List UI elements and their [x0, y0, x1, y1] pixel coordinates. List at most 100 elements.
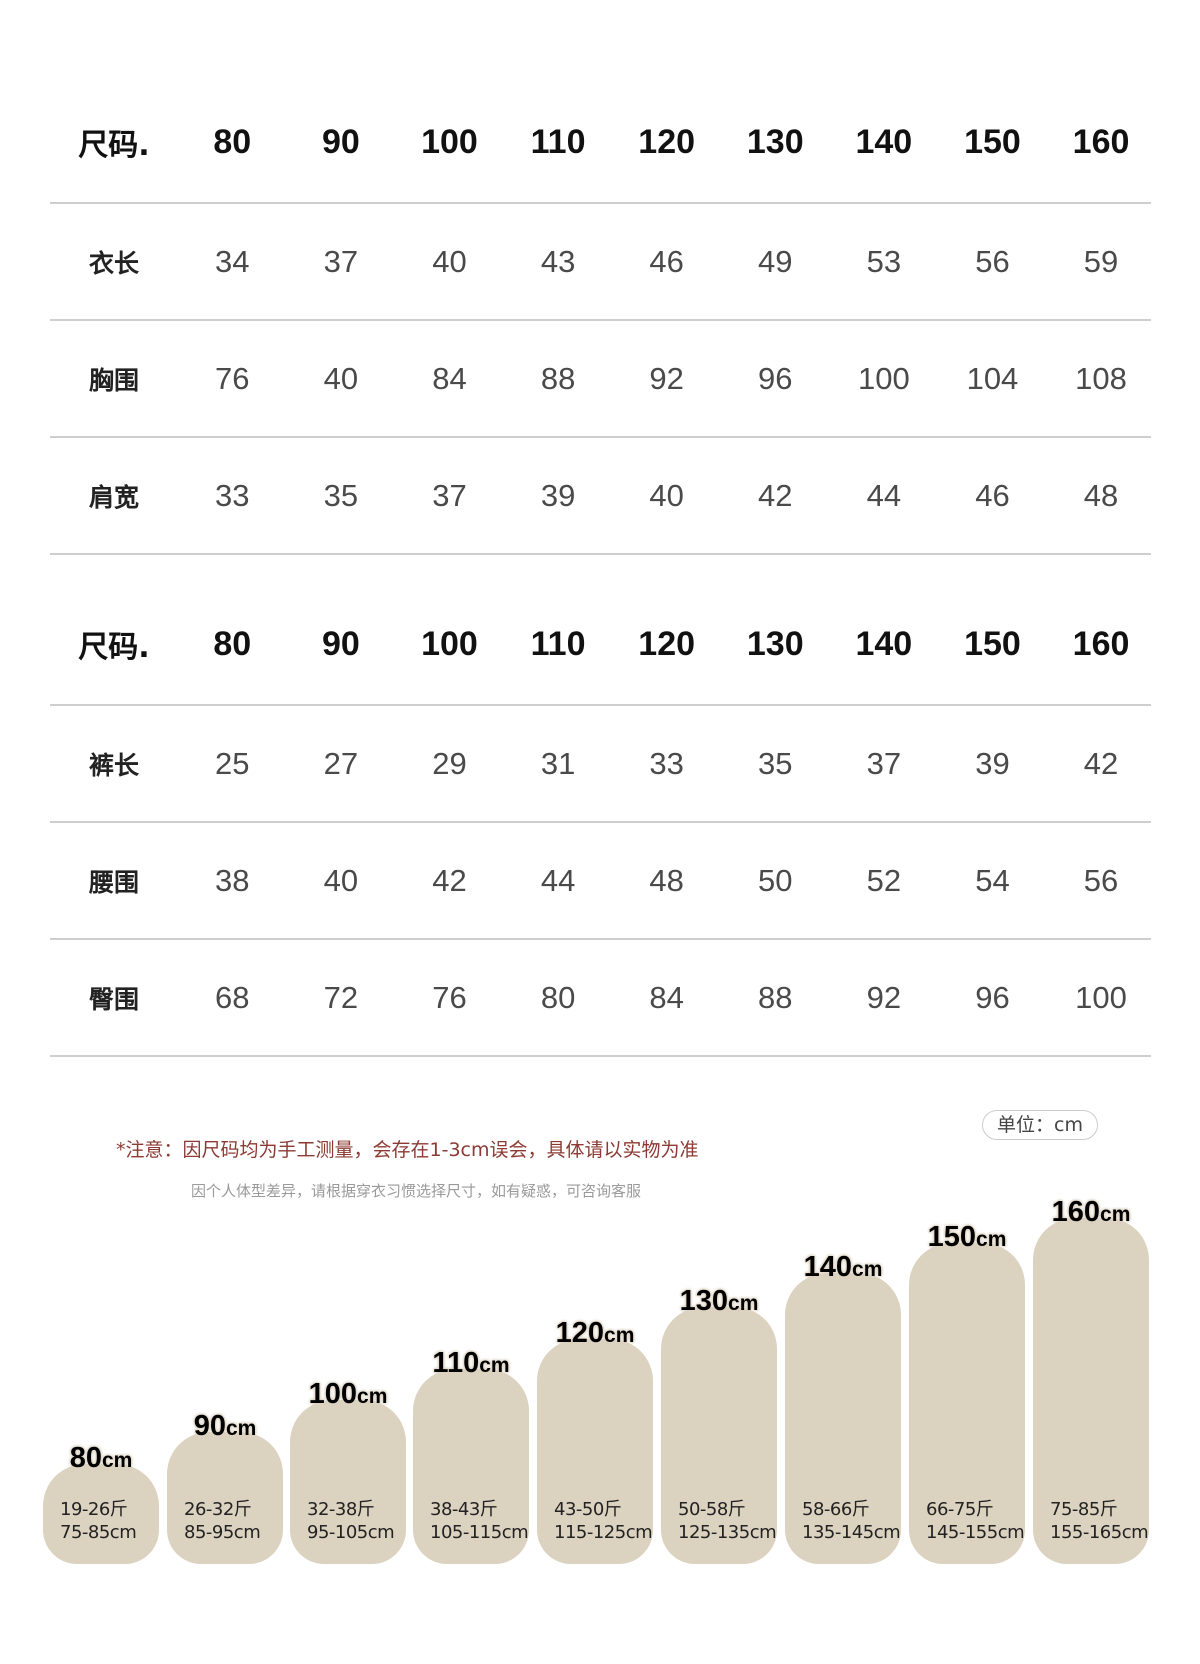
row-label: 肩宽 — [88, 482, 139, 512]
size-bar: 130cm 50-58斤 125-135cm — [661, 1285, 777, 1564]
bar-size-unit: cm — [225, 1417, 257, 1440]
measurement-value: 49 — [758, 243, 793, 279]
bar-size-label: 80cm — [43, 1442, 159, 1475]
measurement-value: 52 — [866, 862, 902, 898]
bar-size-label: 140cm — [785, 1251, 901, 1284]
size-bar: 110cm 38-43斤 105-115cm — [413, 1347, 529, 1564]
measurement-value: 34 — [215, 243, 250, 279]
row-label: 衣长 — [88, 248, 139, 278]
measurement-value: 100 — [1075, 979, 1127, 1015]
measurement-value: 80 — [540, 979, 576, 1015]
measurement-value: 40 — [649, 477, 684, 513]
measurement-value: 40 — [323, 360, 359, 396]
bar-size-unit: cm — [976, 1228, 1007, 1251]
measurement-value: 76 — [215, 360, 250, 396]
measurement-value: 44 — [540, 862, 576, 898]
bar-size-unit: cm — [728, 1292, 759, 1315]
unit-badge: 单位：cm — [982, 1110, 1098, 1140]
size-bar: 80cm 19-26斤 75-85cm — [43, 1442, 159, 1564]
measurement-value: 96 — [975, 979, 1010, 1015]
measurement-value: 48 — [649, 862, 684, 898]
size-bar: 90cm 26-32斤 85-95cm — [167, 1410, 283, 1564]
table-row: 胸围 76 40 84 88 92 96 100 104 108 — [50, 321, 1151, 438]
bar-height-range: 125-135cm — [678, 1522, 777, 1543]
size-header: 140 — [855, 122, 913, 161]
bar-size-number: 80 — [69, 1442, 102, 1474]
bar-size-label: 90cm — [167, 1410, 283, 1443]
measurement-value: 38 — [215, 862, 250, 898]
bar-weight: 66-75斤 — [926, 1499, 994, 1520]
bar-size-unit: cm — [1100, 1203, 1131, 1226]
bar-size-label: 130cm — [661, 1285, 777, 1318]
bottom-size-table: 尺码. 80 90 100 110 120 130 140 150 160 裤长 25 27 29 31 33… — [50, 584, 1151, 1057]
bar-size-number: 120 — [555, 1317, 605, 1349]
measurement-value: 104 — [966, 360, 1019, 396]
measurement-value: 56 — [975, 243, 1010, 279]
size-header: 140 — [855, 624, 913, 663]
measurement-value: 37 — [432, 477, 467, 513]
size-header: 150 — [964, 122, 1021, 161]
bar-size-label: 120cm — [537, 1317, 653, 1350]
measurement-value: 56 — [1083, 862, 1119, 898]
bar-weight: 43-50斤 — [554, 1499, 622, 1520]
bar-size-label: 150cm — [909, 1221, 1025, 1254]
size-header: 160 — [1072, 122, 1130, 161]
bar-height-range: 135-145cm — [802, 1522, 901, 1543]
size-bar: 150cm 66-75斤 145-155cm — [909, 1221, 1025, 1564]
bar-info: 32-38斤 95-105cm — [307, 1498, 395, 1544]
bar-info: 50-58斤 125-135cm — [678, 1498, 777, 1544]
bar-info: 75-85斤 155-165cm — [1050, 1498, 1149, 1544]
measurement-value: 76 — [432, 979, 467, 1015]
size-header: 130 — [746, 122, 804, 161]
bar-height-range: 95-105cm — [307, 1522, 395, 1543]
bar-size-number: 160 — [1051, 1196, 1101, 1228]
bar-weight: 32-38斤 — [307, 1499, 375, 1520]
bar-weight: 19-26斤 — [60, 1499, 128, 1520]
measurement-value: 42 — [1083, 745, 1119, 781]
measurement-value: 29 — [432, 745, 467, 781]
measurement-value: 33 — [649, 745, 684, 781]
bar-info: 38-43斤 105-115cm — [430, 1498, 529, 1544]
size-bar: 120cm 43-50斤 115-125cm — [537, 1317, 653, 1564]
bar-height-range: 145-155cm — [926, 1522, 1025, 1543]
measurement-value: 40 — [432, 243, 467, 279]
bar-height-range: 85-95cm — [184, 1522, 261, 1543]
measurement-value: 37 — [866, 745, 902, 781]
top-size-table: 尺码. 80 90 100 110 120 130 140 150 160 衣长 34 37 40 43 46… — [50, 82, 1151, 555]
size-header: 130 — [746, 624, 804, 663]
bar-size-label: 160cm — [1033, 1196, 1149, 1229]
measurement-value: 88 — [758, 979, 793, 1015]
bar-size-number: 150 — [927, 1221, 977, 1253]
measurement-value: 59 — [1083, 243, 1119, 279]
table-row: 肩宽 33 35 37 39 40 42 44 46 48 — [50, 438, 1151, 555]
bar-height-range: 75-85cm — [60, 1522, 137, 1543]
bar-size-unit: cm — [479, 1354, 510, 1377]
measurement-value: 25 — [215, 745, 250, 781]
measurement-value: 100 — [857, 360, 910, 396]
measurement-value: 33 — [215, 477, 250, 513]
size-header: 90 — [321, 624, 360, 663]
bar-size-number: 90 — [193, 1410, 226, 1442]
measurement-value: 39 — [975, 745, 1010, 781]
bar-size-number: 110 — [432, 1347, 480, 1379]
bar-info: 43-50斤 115-125cm — [554, 1498, 653, 1544]
size-header: 80 — [213, 122, 252, 161]
measurement-value: 27 — [323, 745, 359, 781]
size-header: 120 — [638, 122, 696, 161]
bar-height-range: 105-115cm — [430, 1522, 529, 1543]
table-header-row: 尺码. 80 90 100 110 120 130 140 150 160 — [50, 584, 1151, 706]
measurement-value: 44 — [866, 477, 902, 513]
row-label: 腰围 — [88, 867, 139, 897]
measurement-value: 84 — [649, 979, 684, 1015]
bar-size-label: 100cm — [290, 1378, 406, 1411]
bar-size-unit: cm — [101, 1449, 133, 1472]
table-header-row: 尺码. 80 90 100 110 120 130 140 150 160 — [50, 82, 1151, 204]
measurement-value: 35 — [758, 745, 793, 781]
header-label: 尺码. — [78, 128, 150, 163]
size-header: 120 — [638, 624, 696, 663]
bar-weight: 50-58斤 — [678, 1499, 746, 1520]
bar-weight: 75-85斤 — [1050, 1499, 1118, 1520]
measurement-value: 108 — [1075, 360, 1127, 396]
bar-weight: 58-66斤 — [802, 1499, 870, 1520]
bar-height-range: 115-125cm — [554, 1522, 653, 1543]
